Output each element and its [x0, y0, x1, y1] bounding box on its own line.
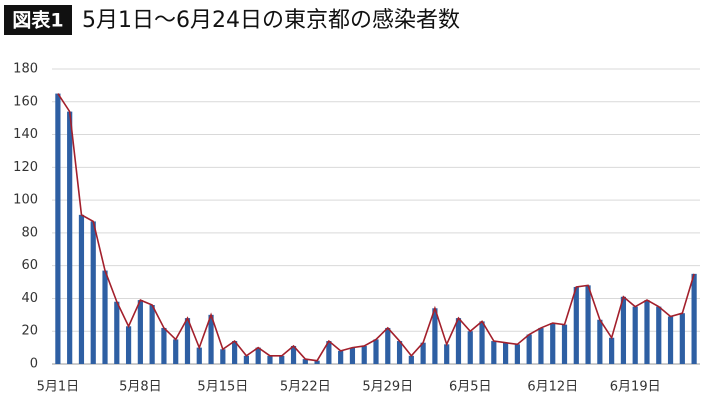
bar: [503, 342, 509, 364]
y-tick-label: 140: [13, 127, 38, 142]
bar: [573, 286, 579, 364]
bar: [279, 355, 285, 364]
bar: [125, 326, 132, 364]
y-tick-label: 20: [21, 324, 38, 339]
y-tick-label: 0: [30, 357, 38, 372]
bar: [526, 334, 532, 364]
bar: [232, 341, 238, 364]
bar: [196, 347, 202, 364]
bar: [114, 301, 120, 364]
badge: 図表1: [12, 9, 63, 32]
bar: [491, 341, 497, 364]
bar: [550, 323, 556, 364]
bar: [349, 347, 356, 364]
bar: [90, 221, 96, 364]
bar: [184, 318, 191, 364]
x-tick-label: 5月29日: [362, 380, 413, 395]
bar: [220, 349, 226, 364]
bar: [161, 327, 167, 364]
trend-line: [57, 93, 695, 362]
bar: [243, 355, 249, 364]
bar: [644, 300, 650, 364]
bar: [67, 111, 73, 364]
x-tick-label: 5月1日: [37, 380, 80, 395]
bar: [620, 296, 627, 364]
y-tick-label: 160: [13, 94, 38, 109]
y-tick-label: 80: [21, 225, 38, 240]
x-tick-label: 5月8日: [119, 380, 162, 395]
x-tick-label: 5月22日: [280, 380, 331, 395]
bar: [467, 331, 473, 364]
bar: [102, 270, 108, 364]
y-tick-label: 180: [13, 62, 38, 77]
y-tick-label: 60: [21, 258, 38, 273]
bar: [290, 345, 297, 364]
bar: [609, 337, 615, 364]
badge-background: [4, 5, 72, 35]
chart-title: 5月1日〜6月24日の東京都の感染者数: [82, 8, 460, 33]
bar: [208, 314, 214, 364]
bar: [679, 313, 685, 364]
bar: [396, 341, 403, 364]
bar: [78, 214, 85, 364]
bar: [137, 300, 143, 364]
bar: [561, 324, 568, 364]
bar: [432, 308, 438, 364]
bar: [656, 306, 662, 364]
bar: [455, 318, 462, 364]
bar: [632, 306, 638, 364]
bar: [173, 339, 179, 364]
bar: [55, 93, 61, 364]
bar: [302, 359, 308, 364]
bar: [149, 305, 155, 364]
x-tick-label: 6月19日: [610, 380, 661, 395]
y-tick-label: 120: [13, 160, 38, 175]
bar: [338, 350, 344, 364]
bar: [691, 273, 697, 364]
bar: [444, 344, 450, 364]
bar: [361, 345, 367, 364]
x-tick-label: 5月15日: [197, 380, 248, 395]
bar: [420, 342, 426, 364]
y-tick-label: 40: [21, 291, 38, 306]
bar: [514, 344, 520, 364]
bar: [314, 360, 320, 364]
bar: [585, 285, 591, 364]
bar: [408, 355, 414, 364]
bar: [385, 327, 391, 364]
bar: [597, 319, 603, 364]
x-tick-label: 6月12日: [527, 380, 578, 395]
x-tick-label: 6月5日: [449, 380, 492, 395]
bar: [326, 341, 332, 364]
bar: [255, 347, 261, 364]
bar: [373, 339, 379, 364]
bar: [479, 321, 485, 364]
bar: [267, 355, 273, 364]
bar: [667, 316, 674, 364]
y-tick-label: 100: [13, 193, 38, 208]
bar: [538, 327, 544, 364]
